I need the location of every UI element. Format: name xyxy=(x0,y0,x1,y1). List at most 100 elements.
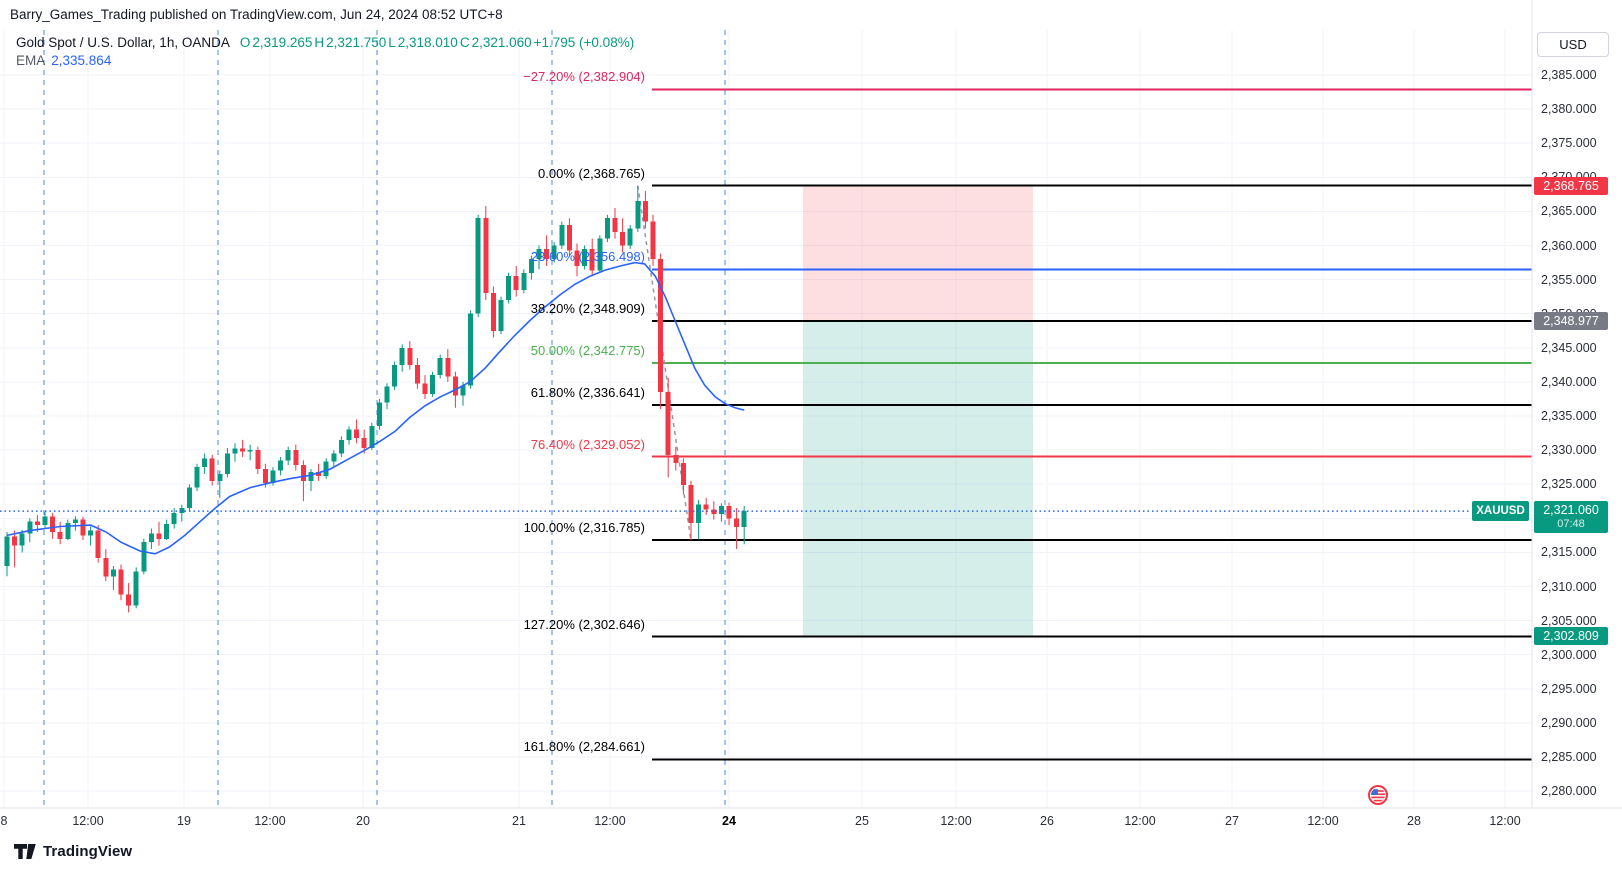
candle-body[interactable] xyxy=(620,231,626,246)
candle-body[interactable] xyxy=(361,437,367,449)
candle-body[interactable] xyxy=(179,508,185,513)
candle-body[interactable] xyxy=(270,470,276,483)
candle-body[interactable] xyxy=(65,523,71,539)
candle-body[interactable] xyxy=(95,530,101,558)
candle-body[interactable] xyxy=(148,533,154,543)
candle-body[interactable] xyxy=(658,259,664,393)
candle-body[interactable] xyxy=(110,569,116,577)
legend-row-ema[interactable]: EMA 2,335.864 xyxy=(16,52,636,70)
candle-body[interactable] xyxy=(80,519,86,536)
symbol-title[interactable]: Gold Spot / U.S. Dollar, 1h, OANDA xyxy=(16,35,230,50)
candle-body[interactable] xyxy=(202,458,208,468)
candle-body[interactable] xyxy=(255,450,261,470)
candle-body[interactable] xyxy=(673,454,679,464)
candle-body[interactable] xyxy=(232,448,238,454)
candle-body[interactable] xyxy=(88,530,94,536)
candle-body[interactable] xyxy=(34,521,40,526)
candle-body[interactable] xyxy=(711,509,717,515)
candle-body[interactable] xyxy=(665,392,671,455)
candle-body[interactable] xyxy=(103,557,109,577)
candle-body[interactable] xyxy=(460,385,466,396)
candle-body[interactable] xyxy=(141,542,147,572)
candle-body[interactable] xyxy=(475,218,481,314)
candle-body[interactable] xyxy=(384,386,390,403)
candle-body[interactable] xyxy=(50,516,56,532)
currency-button[interactable]: USD xyxy=(1537,32,1609,57)
candle-body[interactable] xyxy=(217,473,223,481)
candle-body[interactable] xyxy=(544,248,550,260)
candle-body[interactable] xyxy=(224,453,230,474)
candle-body[interactable] xyxy=(582,248,588,266)
candle-body[interactable] xyxy=(323,461,329,477)
tradingview-logo[interactable]: TradingView xyxy=(14,843,132,860)
candle-body[interactable] xyxy=(346,429,352,440)
candle-body[interactable] xyxy=(209,458,215,481)
candle-body[interactable] xyxy=(422,383,428,395)
candle-body[interactable] xyxy=(278,460,284,471)
candle-body[interactable] xyxy=(437,358,443,376)
candle-body[interactable] xyxy=(126,594,132,606)
candle-body[interactable] xyxy=(513,276,519,290)
candle-body[interactable] xyxy=(42,516,48,526)
candle-body[interactable] xyxy=(521,272,527,290)
candle-body[interactable] xyxy=(490,293,496,331)
candle-body[interactable] xyxy=(300,465,306,481)
position-stop-zone[interactable] xyxy=(803,185,1033,321)
candle-body[interactable] xyxy=(680,463,686,485)
candle-body[interactable] xyxy=(247,450,253,452)
candle-body[interactable] xyxy=(19,533,25,546)
candle-body[interactable] xyxy=(559,225,565,246)
candle-body[interactable] xyxy=(171,512,177,524)
candle-body[interactable] xyxy=(156,533,162,539)
us-flag-event-icon[interactable] xyxy=(1368,785,1388,805)
candle-body[interactable] xyxy=(498,300,504,331)
candle-body[interactable] xyxy=(741,511,747,528)
candle-body[interactable] xyxy=(354,429,360,438)
candle-body[interactable] xyxy=(597,238,603,271)
candle-body[interactable] xyxy=(650,221,656,260)
candle-body[interactable] xyxy=(4,536,10,567)
candle-body[interactable] xyxy=(369,426,375,449)
candle-body[interactable] xyxy=(696,504,702,524)
candle-body[interactable] xyxy=(612,218,618,232)
candle-body[interactable] xyxy=(285,450,291,461)
candle-body[interactable] xyxy=(72,519,78,524)
candle-body[interactable] xyxy=(445,358,451,377)
candle-body[interactable] xyxy=(589,248,595,271)
candle-body[interactable] xyxy=(718,506,724,515)
candle-body[interactable] xyxy=(376,402,382,427)
candle-body[interactable] xyxy=(703,504,709,510)
candle-body[interactable] xyxy=(57,531,63,539)
candle-body[interactable] xyxy=(566,225,572,251)
candle-body[interactable] xyxy=(186,487,192,509)
candle-body[interactable] xyxy=(726,506,732,519)
candle-body[interactable] xyxy=(506,276,512,301)
candle-body[interactable] xyxy=(734,518,740,528)
ema-line[interactable] xyxy=(6,261,745,555)
candle-body[interactable] xyxy=(338,439,344,454)
candle-body[interactable] xyxy=(194,467,200,488)
candle-body[interactable] xyxy=(12,536,18,546)
candle-body[interactable] xyxy=(452,376,458,396)
candle-body[interactable] xyxy=(574,250,580,266)
position-profit-zone[interactable] xyxy=(803,320,1033,636)
candle-body[interactable] xyxy=(468,313,474,386)
candle-body[interactable] xyxy=(316,471,322,477)
candle-body[interactable] xyxy=(414,364,420,384)
candle-body[interactable] xyxy=(331,453,337,462)
candle-body[interactable] xyxy=(27,521,33,534)
candle-body[interactable] xyxy=(262,469,268,483)
candle-body[interactable] xyxy=(635,201,641,229)
candle-body[interactable] xyxy=(688,484,694,524)
candle-body[interactable] xyxy=(407,347,413,365)
candle-body[interactable] xyxy=(293,450,299,466)
candle-body[interactable] xyxy=(118,569,124,595)
candle-body[interactable] xyxy=(642,201,648,222)
candle-body[interactable] xyxy=(627,228,633,246)
candle-body[interactable] xyxy=(430,375,436,395)
candle-body[interactable] xyxy=(604,218,610,239)
candle-body[interactable] xyxy=(164,523,170,539)
candle-body[interactable] xyxy=(240,448,246,452)
candle-body[interactable] xyxy=(392,364,398,387)
